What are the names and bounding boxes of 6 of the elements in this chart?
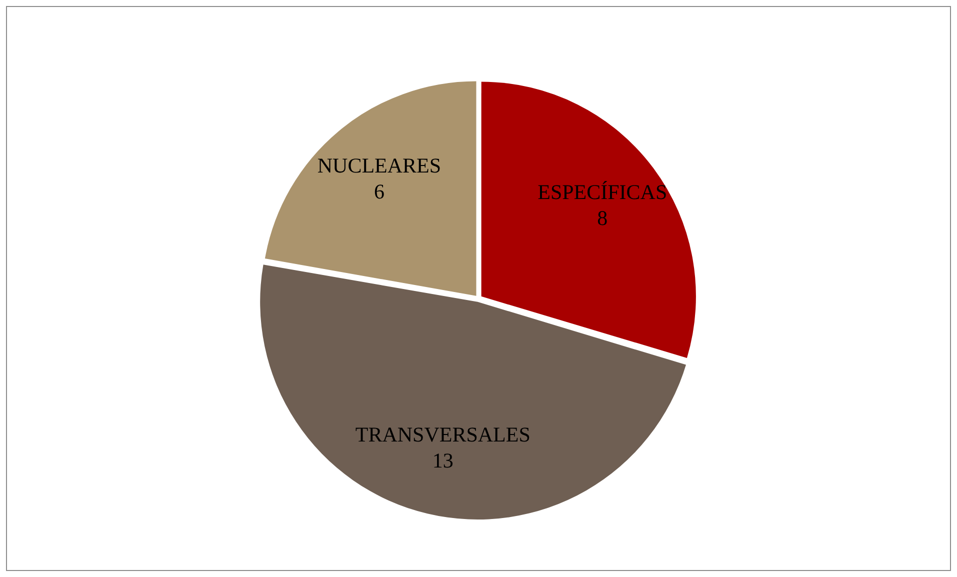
slice-label: TRANSVERSALES	[355, 422, 530, 446]
data-label: 13	[432, 448, 454, 472]
data-label: 8	[597, 206, 608, 230]
slice-label: ESPECÍFICAS	[538, 180, 668, 204]
slice-label: NUCLEARES	[317, 154, 442, 178]
data-label: 6	[374, 180, 384, 204]
